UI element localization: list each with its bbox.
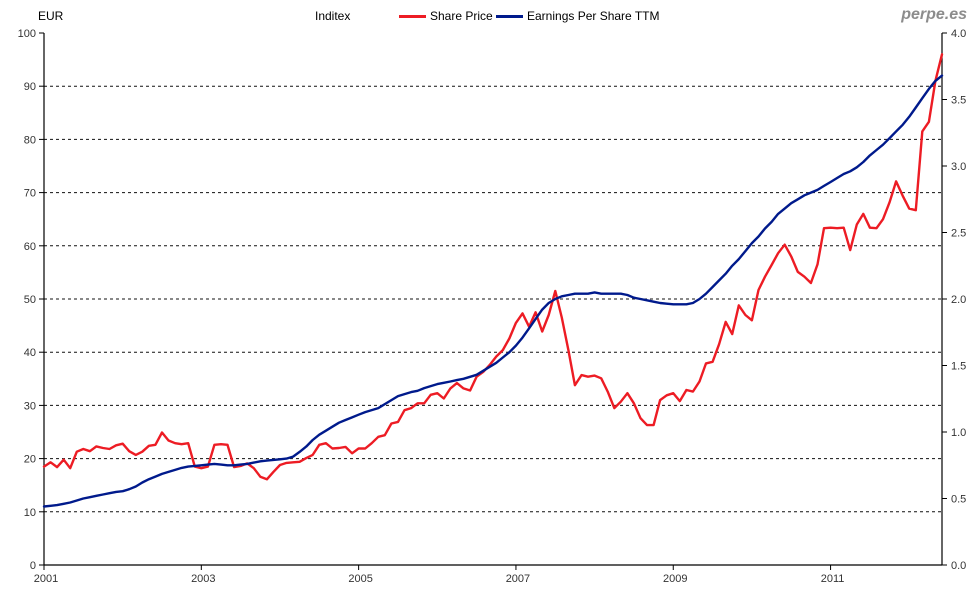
eps-ttm-line <box>42 74 944 508</box>
right-axis-tick-label: 2.5 <box>951 228 966 240</box>
share-price-line-swatch <box>399 14 426 18</box>
right-axis-tick-label: 3.5 <box>951 95 966 107</box>
eps-line-swatch <box>496 14 523 18</box>
left-axis-tick-label: 100 <box>18 28 36 40</box>
left-axis-tick-label: 40 <box>24 347 36 359</box>
left-axis-tick-label: 0 <box>30 560 36 572</box>
left-axis-tick-label: 30 <box>24 400 36 412</box>
left-axis-tick-label: 60 <box>24 241 36 253</box>
x-axis-tick-label: 2005 <box>348 573 372 585</box>
x-axis-tick-label: 2001 <box>34 573 58 585</box>
x-axis-tick-label: 2011 <box>821 573 845 585</box>
left-axis-tick-label: 70 <box>24 188 36 200</box>
right-axis-tick-label: 3.0 <box>951 161 966 173</box>
right-axis-tick-label: 1.5 <box>951 361 966 373</box>
right-axis-tick-label: 1.0 <box>951 427 966 439</box>
right-axis-tick-label: 2.0 <box>951 294 966 306</box>
share-price-line <box>42 53 944 481</box>
right-axis-tick-label: 0.0 <box>951 560 966 572</box>
left-axis-tick-label: 90 <box>24 81 36 93</box>
legend-label-eps: Earnings Per Share TTM <box>527 9 660 23</box>
watermark: perpe.es <box>901 6 967 23</box>
left-axis-tick-label: 10 <box>24 507 36 519</box>
right-axis-tick-label: 4.0 <box>951 28 966 40</box>
x-axis-tick-label: 2007 <box>506 573 530 585</box>
chart-title: Inditex <box>315 9 351 23</box>
right-axis-tick-label: 0.5 <box>951 494 966 506</box>
left-axis-tick-label: 80 <box>24 134 36 146</box>
x-axis-tick-label: 2003 <box>191 573 215 585</box>
x-axis-tick-label: 2009 <box>663 573 687 585</box>
left-axis-tick-label: 50 <box>24 294 36 306</box>
legend-item-share-price: Share Price <box>399 9 493 23</box>
left-axis-tick-label: 20 <box>24 454 36 466</box>
legend-item-eps: Earnings Per Share TTM <box>496 9 660 23</box>
legend-label-share-price: Share Price <box>430 9 493 23</box>
left-axis-unit-label: EUR <box>38 9 64 23</box>
